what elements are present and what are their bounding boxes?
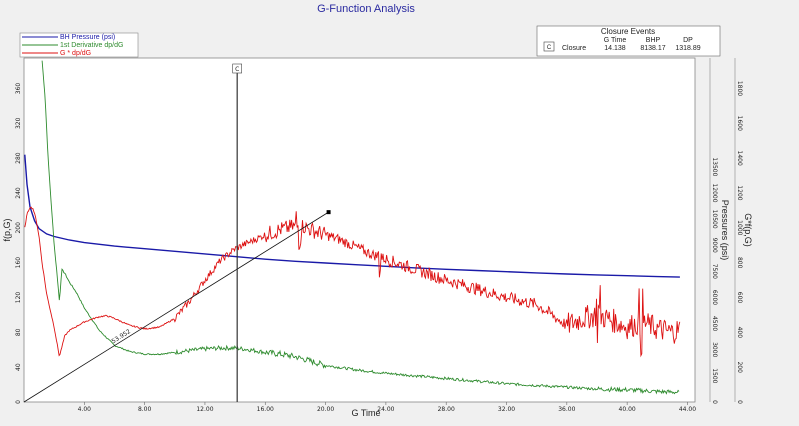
y-left-tick-label: 160: [15, 257, 22, 269]
y-left-tick-label: 280: [15, 152, 22, 164]
y-gdp-tick-label: 1200: [736, 185, 743, 200]
x-tick-label: 12.00: [196, 406, 213, 413]
x-tick-label: 28.00: [438, 406, 455, 413]
x-tick-label: 24.00: [377, 406, 394, 413]
y-pressure-tick-label: 4500: [711, 316, 718, 331]
y-gdp-tick-label: 1000: [736, 220, 743, 235]
legend-entry-derivative: 1st Derivative dp/dG: [60, 42, 123, 49]
y-pressure-tick-label: 13500: [711, 157, 718, 176]
closure-events-table: Closure Events G Time BHP DP C Closure 1…: [536, 25, 721, 57]
y-left-tick-label: 40: [15, 363, 22, 371]
y-left-tick-label: 120: [15, 292, 22, 304]
closure-marker-flag[interactable]: [232, 63, 242, 74]
y-left-tick-label: 0: [15, 400, 22, 404]
closure-header-dp: DP: [683, 37, 693, 44]
x-tick-label: 32.00: [498, 406, 515, 413]
x-tick-label: 16.00: [257, 406, 274, 413]
y-left-tick-label: 80: [15, 328, 22, 336]
y-pressure-tick-label: 12000: [711, 183, 718, 202]
tick-labels: 4.00 8.00 12.00 16.00 20.00 24.00 28.00 32.00 36…: [15, 81, 743, 413]
legend: BH Pressure (psi) 1st Derivative dp/dG G…: [19, 32, 139, 58]
y-pressure-tick-label: 1500: [711, 368, 718, 383]
closure-row-dp: 1318.89: [675, 45, 700, 52]
y-left-tick-label: 360: [15, 83, 22, 95]
y-pressure-tick-label: 6000: [711, 290, 718, 305]
series-derivative: [41, 60, 680, 395]
y-pressure-tick-label: 10500: [711, 210, 718, 229]
x-tick-label: 20.00: [317, 406, 334, 413]
closure-header-gtime: G Time: [604, 37, 627, 44]
x-axis-label: G Time: [351, 408, 380, 418]
series-bh-pressure: [24, 154, 680, 278]
closure-marker-label: C: [235, 66, 239, 73]
y-gdp-tick-label: 1600: [736, 116, 743, 131]
y-axis-pressure-label: Pressures (psi): [720, 200, 730, 261]
x-tick-label: 8.00: [138, 406, 152, 413]
plot-area[interactable]: [23, 57, 696, 403]
tangent-line: [23, 211, 329, 403]
y-gdp-tick-label: 1800: [736, 81, 743, 96]
x-tick-label: 44.00: [679, 406, 696, 413]
legend-entry-gdp: G * dp/dG: [60, 50, 91, 57]
y-gdp-tick-label: 200: [736, 361, 743, 373]
closure-marker-letter: C: [547, 45, 552, 51]
y-left-tick-label: 320: [15, 117, 22, 129]
y-pressure-tick-label: 0: [711, 400, 718, 404]
tangent-handle[interactable]: [326, 210, 331, 215]
y-axis-left-label: f(p,G): [2, 218, 12, 241]
y-gdp-tick-label: 600: [736, 292, 743, 304]
y-gdp-tick-label: 1400: [736, 151, 743, 166]
closure-row-bhp: 8138.17: [640, 45, 665, 52]
y-left-tick-label: 240: [15, 187, 22, 199]
closure-row-name: Closure: [562, 45, 586, 52]
closure-marker-box[interactable]: [543, 41, 555, 52]
y-axis-gdp-label: G*f(p,G): [743, 213, 753, 247]
x-tick-label: 4.00: [78, 406, 92, 413]
y-pressure-tick-label: 9000: [711, 238, 718, 253]
series-gdp: [24, 206, 681, 358]
y-left-tick-label: 200: [15, 222, 22, 234]
chart-title: G-Function Analysis: [317, 3, 415, 15]
legend-entry-bh-pressure: BH Pressure (psi): [60, 34, 115, 41]
y-gdp-tick-label: 0: [736, 400, 743, 404]
y-pressure-tick-label: 3000: [711, 342, 718, 357]
closure-header-bhp: BHP: [646, 37, 661, 44]
closure-table-title: Closure Events: [601, 27, 655, 36]
x-tick-label: 40.00: [619, 406, 636, 413]
closure-row-gtime: 14.138: [604, 45, 626, 52]
y-gdp-tick-label: 800: [736, 257, 743, 269]
y-pressure-tick-label: 7500: [711, 264, 718, 279]
series-layer: [24, 60, 681, 395]
y-gdp-tick-label: 400: [736, 327, 743, 339]
x-tick-label: 36.00: [558, 406, 575, 413]
